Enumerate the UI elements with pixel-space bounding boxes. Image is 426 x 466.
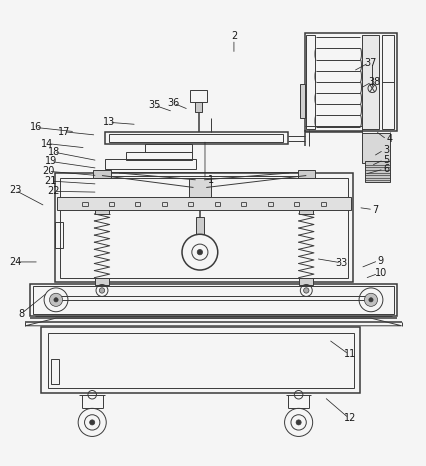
Bar <box>55 222 63 248</box>
Bar <box>195 217 204 234</box>
Bar <box>30 284 396 316</box>
Bar <box>362 133 389 163</box>
Bar <box>305 35 314 129</box>
Circle shape <box>99 288 104 293</box>
Circle shape <box>49 293 63 306</box>
Text: 2: 2 <box>230 31 236 41</box>
Text: 20: 20 <box>42 166 55 176</box>
Bar <box>195 103 201 112</box>
Text: 37: 37 <box>363 58 375 68</box>
Text: 35: 35 <box>148 100 161 110</box>
Bar <box>47 333 353 388</box>
Bar <box>60 178 347 278</box>
Text: 11: 11 <box>343 350 355 359</box>
Bar <box>304 33 396 131</box>
Circle shape <box>368 298 372 302</box>
Text: 21: 21 <box>45 176 57 186</box>
Text: 38: 38 <box>367 77 380 87</box>
Text: 4: 4 <box>385 134 391 144</box>
Bar <box>381 35 394 129</box>
Bar <box>57 197 350 210</box>
Bar <box>55 173 352 282</box>
Text: 36: 36 <box>167 98 179 108</box>
Bar <box>297 170 314 178</box>
Text: 14: 14 <box>41 138 54 149</box>
Bar <box>95 278 109 285</box>
Circle shape <box>89 420 95 425</box>
Text: 5: 5 <box>383 155 389 165</box>
Text: 19: 19 <box>45 157 57 166</box>
Bar <box>299 278 312 285</box>
Bar <box>362 35 379 129</box>
Text: 7: 7 <box>371 205 377 214</box>
Text: 22: 22 <box>48 186 60 196</box>
Circle shape <box>363 293 377 306</box>
Bar <box>189 178 210 197</box>
Bar <box>41 327 360 392</box>
Text: 17: 17 <box>58 127 70 137</box>
Bar <box>145 144 192 152</box>
Text: 16: 16 <box>29 123 42 132</box>
Text: 6: 6 <box>383 164 389 174</box>
Bar <box>93 170 110 178</box>
Circle shape <box>197 249 202 255</box>
Text: 3: 3 <box>383 145 389 155</box>
Text: 24: 24 <box>9 257 22 267</box>
Bar <box>32 286 394 314</box>
Text: 8: 8 <box>18 309 24 319</box>
Bar <box>299 206 312 214</box>
Text: 9: 9 <box>377 256 383 266</box>
Bar <box>105 132 287 144</box>
Bar <box>299 84 304 118</box>
Text: 33: 33 <box>334 258 346 268</box>
Bar <box>105 159 196 169</box>
Bar <box>109 134 282 142</box>
Text: 23: 23 <box>9 185 22 195</box>
Text: 10: 10 <box>374 268 386 278</box>
Circle shape <box>295 420 300 425</box>
Text: 18: 18 <box>48 147 60 157</box>
Bar <box>126 152 192 160</box>
Circle shape <box>303 288 308 293</box>
Circle shape <box>54 298 58 302</box>
Text: 12: 12 <box>343 413 355 423</box>
Bar <box>190 89 207 103</box>
Text: 1: 1 <box>208 175 214 185</box>
Bar <box>364 162 389 182</box>
Bar <box>95 206 109 214</box>
Text: 13: 13 <box>103 117 115 127</box>
Bar <box>51 358 58 384</box>
